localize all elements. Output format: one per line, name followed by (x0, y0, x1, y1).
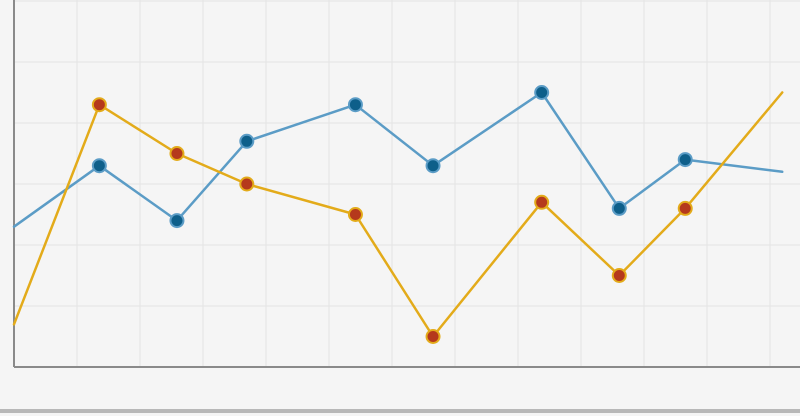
data-point-series-2 (347, 207, 363, 222)
data-point-series-2 (91, 97, 107, 113)
data-point-series-1 (534, 85, 550, 100)
data-point-series-1 (347, 97, 363, 113)
data-point-series-2 (425, 329, 441, 344)
series-line-1 (12, 91, 784, 228)
data-point-series-1 (611, 200, 627, 216)
data-point-series-1 (239, 133, 255, 149)
data-point-series-1 (677, 152, 693, 168)
grid (14, 0, 800, 367)
data-point-series-2 (239, 176, 255, 192)
series-layer (12, 91, 784, 338)
marker-layer (91, 85, 693, 344)
series-line-2 (12, 91, 784, 338)
data-point-series-2 (611, 268, 627, 283)
bottom-bar (0, 409, 800, 413)
data-point-series-1 (169, 213, 185, 229)
data-point-series-2 (169, 146, 185, 161)
data-point-series-1 (91, 158, 107, 174)
data-point-series-2 (677, 200, 693, 216)
data-point-series-2 (534, 194, 550, 210)
data-point-series-1 (425, 158, 441, 174)
